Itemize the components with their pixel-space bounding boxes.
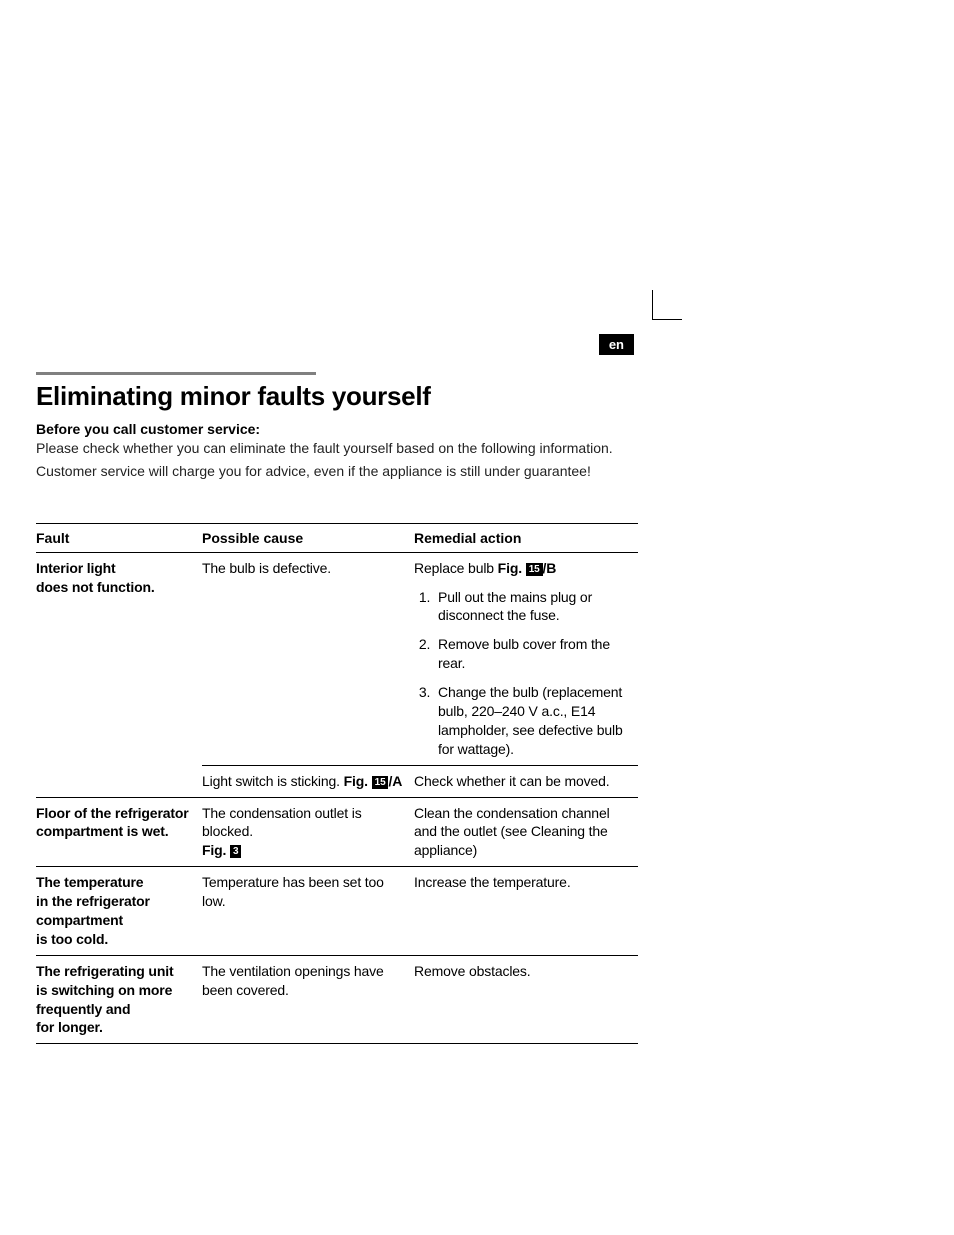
fault-text: in the refrigerator (36, 893, 150, 909)
fault-cell: Interior light does not function. (36, 552, 202, 797)
header-cause: Possible cause (202, 523, 414, 552)
cause-text: The condensation outlet is blocked. (202, 805, 362, 840)
fault-text: The temperature (36, 874, 143, 890)
cause-text: Light switch is sticking. (202, 773, 344, 789)
fault-text: is too cold. (36, 931, 108, 947)
fault-text: compartment is wet. (36, 823, 169, 839)
crop-mark (652, 290, 682, 320)
action-text: Replace bulb (414, 560, 498, 576)
action-cell: Remove obstacles. (414, 955, 638, 1044)
intro-heading: Before you call customer service: (36, 420, 638, 439)
fault-cell: Floor of the refrigerator compartment is… (36, 797, 202, 867)
cause-cell: The ventilation openings have been cover… (202, 955, 414, 1044)
fault-text: The refrigerating unit (36, 963, 174, 979)
fault-text: compartment (36, 912, 123, 928)
step-item: Remove bulb cover from the rear. (434, 635, 630, 683)
fault-text: Interior light (36, 560, 116, 576)
fig-label: Fig. (202, 842, 226, 858)
intro-paragraph-1: Please check whether you can eliminate t… (36, 439, 638, 458)
intro-paragraph-2: Customer service will charge you for adv… (36, 462, 638, 481)
fault-text: does not function. (36, 579, 155, 595)
manual-page: en Eliminating minor faults yourself Bef… (0, 0, 954, 1235)
table-row: Floor of the refrigerator compartment is… (36, 797, 638, 867)
table-row: Interior light does not function. The bu… (36, 552, 638, 765)
step-item: Pull out the mains plug or disconnect th… (434, 588, 630, 636)
action-cell: Increase the temperature. (414, 867, 638, 956)
action-cell: Check whether it can be moved. (414, 765, 638, 797)
language-tag: en (599, 334, 634, 355)
fig-label: Fig. (498, 560, 522, 576)
cause-cell: The bulb is defective. (202, 552, 414, 765)
fig-suffix: /A (388, 773, 402, 789)
fault-cell: The refrigerating unit is switching on m… (36, 955, 202, 1044)
fault-text: Floor of the refrigerator (36, 805, 189, 821)
fig-label: Fig. (344, 773, 368, 789)
fig-suffix: /B (543, 560, 557, 576)
fault-cell: The temperature in the refrigerator comp… (36, 867, 202, 956)
fig-number-box: 15 (372, 776, 389, 789)
fault-table: Fault Possible cause Remedial action Int… (36, 523, 638, 1045)
table-header-row: Fault Possible cause Remedial action (36, 523, 638, 552)
action-cell: Replace bulb Fig. 15/B Pull out the main… (414, 552, 638, 765)
fault-text: for longer. (36, 1019, 103, 1035)
table-row: The refrigerating unit is switching on m… (36, 955, 638, 1044)
page-title: Eliminating minor faults yourself (36, 381, 638, 412)
table-row: The temperature in the refrigerator comp… (36, 867, 638, 956)
header-action: Remedial action (414, 523, 638, 552)
header-fault: Fault (36, 523, 202, 552)
cause-cell: Temperature has been set too low. (202, 867, 414, 956)
action-cell: Clean the condensation channel and the o… (414, 797, 638, 867)
fig-number-box: 15 (526, 563, 543, 576)
fault-text: frequently and (36, 1001, 130, 1017)
page-content: Eliminating minor faults yourself Before… (36, 372, 638, 1044)
fig-number-box: 3 (230, 845, 241, 858)
cause-cell: The condensation outlet is blocked. Fig.… (202, 797, 414, 867)
fault-text: is switching on more (36, 982, 172, 998)
accent-bar (36, 372, 316, 375)
cause-cell: Light switch is sticking. Fig. 15/A (202, 765, 414, 797)
step-item: Change the bulb (replacement bulb, 220–2… (434, 683, 630, 759)
